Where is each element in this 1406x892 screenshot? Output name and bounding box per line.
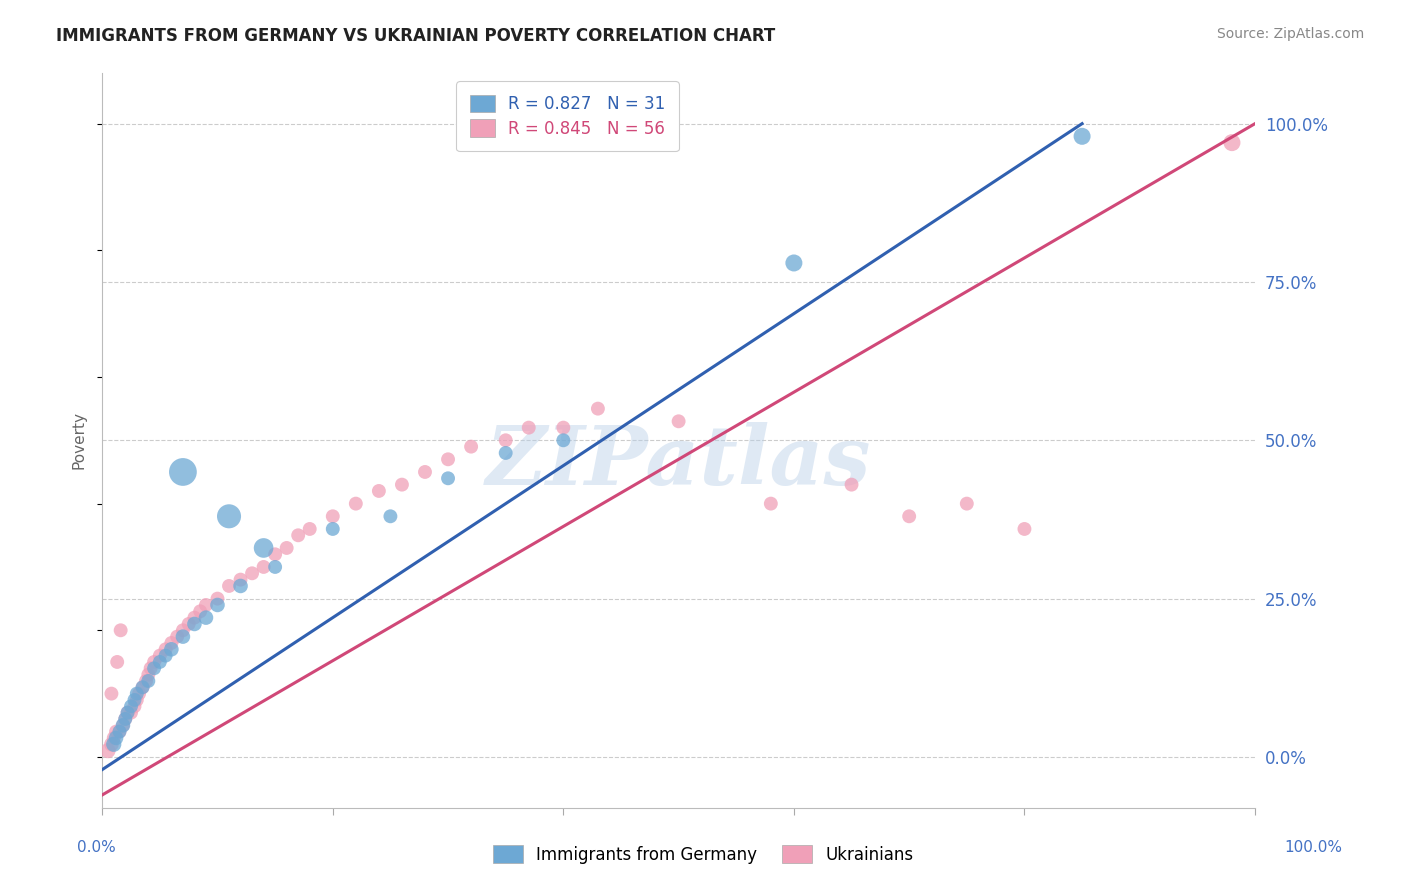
Point <box>108 724 131 739</box>
Point <box>413 465 436 479</box>
Point <box>114 712 136 726</box>
Point <box>125 687 148 701</box>
Point <box>155 642 177 657</box>
Point <box>155 648 177 663</box>
Text: IMMIGRANTS FROM GERMANY VS UKRAINIAN POVERTY CORRELATION CHART: IMMIGRANTS FROM GERMANY VS UKRAINIAN POV… <box>56 27 776 45</box>
Point <box>177 617 200 632</box>
Point <box>759 497 782 511</box>
Point <box>172 465 194 479</box>
Point <box>160 636 183 650</box>
Point <box>460 440 482 454</box>
Point <box>1014 522 1036 536</box>
Point <box>183 610 205 624</box>
Point <box>367 483 389 498</box>
Legend: Immigrants from Germany, Ukrainians: Immigrants from Germany, Ukrainians <box>486 838 920 871</box>
Point <box>264 560 287 574</box>
Point <box>172 630 194 644</box>
Point <box>586 401 609 416</box>
Point <box>252 541 274 555</box>
Point <box>105 724 128 739</box>
Point <box>139 661 162 675</box>
Point <box>149 648 172 663</box>
Point <box>124 699 146 714</box>
Text: 100.0%: 100.0% <box>1285 840 1343 855</box>
Point <box>172 624 194 638</box>
Point <box>298 522 321 536</box>
Point <box>553 434 575 448</box>
Point <box>188 604 211 618</box>
Point <box>128 687 150 701</box>
Point <box>252 560 274 574</box>
Point <box>111 718 134 732</box>
Point <box>956 497 979 511</box>
Point <box>117 706 139 720</box>
Point <box>131 681 153 695</box>
Point <box>143 661 166 675</box>
Point <box>344 497 367 511</box>
Point <box>124 693 146 707</box>
Point <box>207 598 229 612</box>
Point <box>1220 136 1243 150</box>
Point <box>841 477 863 491</box>
Point <box>264 547 287 561</box>
Point <box>120 706 142 720</box>
Point <box>218 509 240 524</box>
Point <box>108 724 131 739</box>
Point <box>229 579 252 593</box>
Point <box>149 655 172 669</box>
Point <box>135 673 157 688</box>
Point <box>103 731 125 745</box>
Point <box>105 655 128 669</box>
Point <box>105 731 128 745</box>
Point <box>125 693 148 707</box>
Point <box>114 712 136 726</box>
Point <box>103 737 125 751</box>
Point <box>194 598 217 612</box>
Legend: R = 0.827   N = 31, R = 0.845   N = 56: R = 0.827 N = 31, R = 0.845 N = 56 <box>457 81 679 151</box>
Point <box>194 610 217 624</box>
Point <box>136 673 159 688</box>
Point <box>100 687 122 701</box>
Point <box>380 509 402 524</box>
Point <box>287 528 309 542</box>
Point <box>322 509 344 524</box>
Point <box>120 699 142 714</box>
Point <box>143 655 166 669</box>
Point <box>553 420 575 434</box>
Point <box>136 667 159 681</box>
Text: 0.0%: 0.0% <box>77 840 117 855</box>
Text: Source: ZipAtlas.com: Source: ZipAtlas.com <box>1216 27 1364 41</box>
Point <box>117 706 139 720</box>
Point <box>100 737 122 751</box>
Point <box>437 471 460 485</box>
Point <box>166 630 188 644</box>
Point <box>160 642 183 657</box>
Point <box>97 743 120 757</box>
Text: ZIPatlas: ZIPatlas <box>486 422 872 502</box>
Point <box>783 256 806 270</box>
Point <box>495 446 517 460</box>
Point <box>111 718 134 732</box>
Point <box>110 624 132 638</box>
Point <box>668 414 690 428</box>
Point <box>218 579 240 593</box>
Point <box>131 681 153 695</box>
Point <box>495 434 517 448</box>
Point <box>391 477 413 491</box>
Y-axis label: Poverty: Poverty <box>72 411 86 469</box>
Point <box>183 617 205 632</box>
Point <box>517 420 540 434</box>
Point <box>898 509 921 524</box>
Point <box>1071 129 1094 144</box>
Point <box>229 573 252 587</box>
Point <box>207 591 229 606</box>
Point <box>437 452 460 467</box>
Point <box>322 522 344 536</box>
Point <box>240 566 263 581</box>
Point <box>276 541 298 555</box>
